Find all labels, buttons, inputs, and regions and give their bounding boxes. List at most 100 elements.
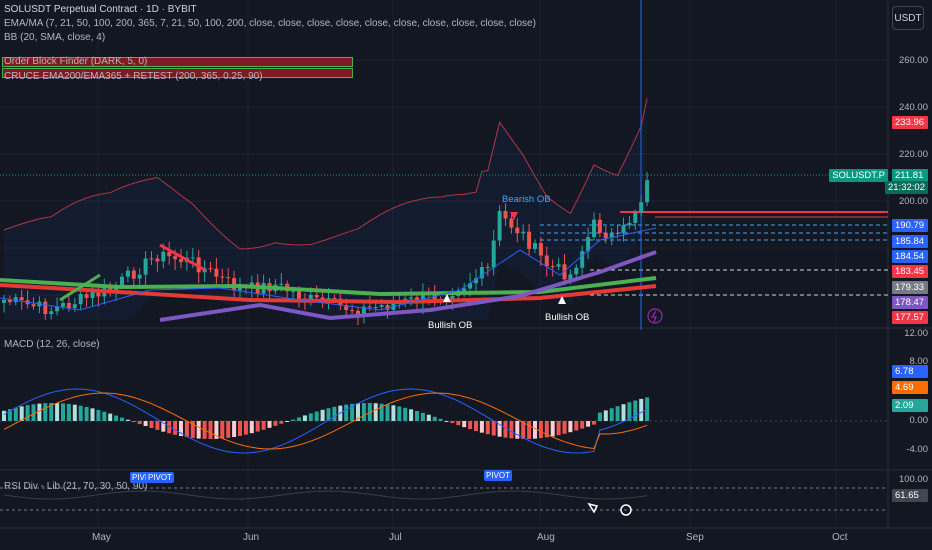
candle-body bbox=[379, 305, 384, 307]
candle-body bbox=[13, 297, 18, 303]
macd-histogram-bar bbox=[190, 421, 195, 438]
indicator-order-block[interactable]: Order Block Finder (DARK, 5, 0) bbox=[4, 56, 148, 67]
macd-histogram-bar bbox=[273, 421, 278, 426]
macd-histogram-bar bbox=[149, 421, 154, 429]
price-tick: 240.00 bbox=[898, 102, 928, 113]
macd-histogram-bar bbox=[503, 421, 508, 438]
macd-histogram-bar bbox=[179, 421, 183, 437]
candle-body bbox=[238, 287, 242, 291]
macd-histogram-bar bbox=[120, 417, 124, 421]
candle-body bbox=[66, 302, 71, 308]
macd-tick: -4.00 bbox=[906, 444, 928, 455]
symbol-label: SOLUSDT.P bbox=[829, 169, 888, 182]
candle-body bbox=[615, 232, 620, 234]
candle-body bbox=[344, 305, 349, 311]
macd-histogram-bar bbox=[90, 408, 95, 421]
macd-histogram-bar bbox=[609, 408, 614, 421]
candle-body bbox=[420, 293, 425, 304]
candle-body bbox=[90, 292, 95, 298]
candle-body bbox=[609, 232, 614, 239]
macd-tick: 8.00 bbox=[909, 356, 929, 367]
candle-body bbox=[367, 306, 372, 308]
candle-body bbox=[279, 283, 284, 285]
chart-title: SOLUSDT Perpetual Contract · 1D · BYBIT bbox=[4, 4, 197, 15]
candle-body bbox=[373, 306, 378, 308]
candle-body bbox=[161, 251, 166, 262]
candle-body bbox=[96, 292, 101, 297]
macd-histogram-bar bbox=[420, 412, 425, 421]
macd-histogram-bar bbox=[515, 421, 520, 439]
candle-body bbox=[131, 270, 136, 279]
macd-tick: 12.00 bbox=[904, 328, 928, 339]
candle-body bbox=[509, 218, 514, 228]
pivot-label: PIVOT bbox=[484, 470, 513, 481]
macd-histogram-bar bbox=[586, 421, 591, 427]
currency-button[interactable]: USDT bbox=[892, 6, 924, 30]
time-label: May bbox=[92, 532, 111, 543]
macd-histogram-bar bbox=[332, 406, 337, 421]
candle-body bbox=[533, 243, 537, 249]
macd-histogram-bar bbox=[7, 409, 12, 421]
macd-histogram-bar bbox=[238, 421, 242, 436]
macd-histogram-bar bbox=[96, 409, 101, 421]
indicator-ema-ma[interactable]: EMA/MA (7, 21, 50, 100, 200, 365, 7, 21,… bbox=[4, 18, 536, 29]
bb-fill bbox=[4, 98, 648, 320]
macd-histogram-bar bbox=[220, 421, 225, 439]
candle-body bbox=[61, 302, 65, 307]
candle-body bbox=[297, 291, 301, 299]
macd-histogram-bar bbox=[491, 421, 496, 436]
candle-body bbox=[603, 232, 608, 239]
macd-histogram-bar bbox=[450, 421, 455, 424]
macd-histogram-bar bbox=[72, 404, 77, 421]
candle-body bbox=[574, 267, 579, 275]
macd-histogram-bar bbox=[226, 421, 231, 438]
macd-histogram-bar bbox=[379, 403, 384, 421]
time-label: Sep bbox=[686, 532, 704, 543]
macd-line bbox=[3, 388, 648, 454]
candle-body bbox=[627, 222, 632, 226]
candle-body bbox=[432, 294, 437, 300]
candle-body bbox=[491, 240, 496, 268]
candle-body bbox=[550, 266, 555, 268]
macd-histogram-bar bbox=[485, 421, 490, 435]
candle-body bbox=[7, 299, 12, 303]
candle-body bbox=[515, 227, 520, 234]
macd-histogram-bar bbox=[397, 406, 402, 421]
indicator-bb[interactable]: BB (20, SMA, close, 4) bbox=[4, 32, 106, 43]
candle-body bbox=[597, 219, 602, 233]
macd-histogram-bar bbox=[2, 410, 6, 421]
candle-body bbox=[562, 264, 567, 280]
macd-histogram-bar bbox=[49, 403, 54, 421]
macd-histogram-bar bbox=[208, 421, 213, 439]
macd-histogram-bar bbox=[285, 421, 290, 422]
candle-body bbox=[179, 259, 183, 263]
macd-label[interactable]: MACD (12, 26, close) bbox=[4, 339, 100, 350]
macd-histogram-bar bbox=[31, 404, 36, 421]
candle-body bbox=[155, 258, 160, 262]
countdown-label: 21:32:02 bbox=[885, 181, 928, 194]
macd-histogram-bar bbox=[633, 400, 638, 421]
candle-body bbox=[479, 267, 484, 279]
indicator-cruce[interactable]: CRUCE EMA200/EMA365 + RETEST (200, 365, … bbox=[4, 71, 263, 82]
bullish-ob-marker bbox=[558, 296, 566, 304]
candle-body bbox=[385, 305, 390, 310]
candle-body bbox=[497, 211, 502, 241]
macd-histogram-bar bbox=[438, 418, 443, 421]
macd-histogram-bar bbox=[350, 403, 355, 421]
time-label: Jul bbox=[389, 532, 402, 543]
macd-histogram-bar bbox=[497, 421, 502, 437]
macd-histogram-bar bbox=[574, 421, 579, 431]
candle-body bbox=[356, 310, 360, 317]
candle-body bbox=[409, 297, 414, 299]
macd-histogram-bar bbox=[161, 421, 166, 432]
bb-upper-price-label: 233.96 bbox=[892, 116, 928, 129]
macd-histogram-bar bbox=[297, 417, 301, 421]
candle-body bbox=[78, 294, 83, 305]
macd-histogram-bar bbox=[568, 421, 573, 433]
macd-histogram-bar bbox=[550, 421, 555, 437]
rsi-label[interactable]: RSI Div - Lib (21, 70, 30, 50, 90) bbox=[4, 481, 148, 492]
macd-histogram-bar bbox=[25, 405, 30, 421]
macd-histogram-bar bbox=[426, 414, 431, 421]
candle-body bbox=[621, 225, 626, 234]
